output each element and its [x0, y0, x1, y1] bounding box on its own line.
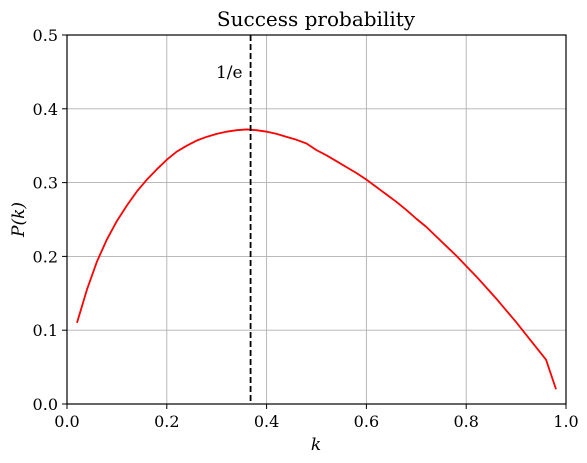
reference-line-layer: 1/e: [216, 35, 252, 404]
series-layer: [76, 128, 557, 390]
plot-frame: [66, 34, 567, 405]
x-tick-label: 0.4: [254, 412, 279, 431]
y-axis-label: P(k): [9, 202, 29, 238]
x-axis-label: k: [311, 435, 321, 455]
chart-title: Success probability: [217, 7, 416, 31]
x-tick-label: 0.2: [154, 412, 179, 431]
reference-line-label: 1/e: [216, 63, 243, 83]
x-tick-label: 0.6: [354, 412, 379, 431]
x-tick-label: 1.0: [553, 412, 578, 431]
y-tick-label: 0.3: [33, 174, 58, 193]
y-tick-label: 0.5: [33, 26, 58, 45]
y-tick-label: 0.2: [33, 247, 58, 266]
y-tick-label: 0.1: [33, 321, 58, 340]
axis-ticks: 0.0 0.2 0.4 0.6 0.8 1.0 0.0 0.1 0.2 0.3 0.4 0.5: [33, 26, 579, 431]
x-tick-label: 0.0: [54, 412, 79, 431]
y-tick-label: 0.4: [33, 100, 58, 119]
series-line: [76, 128, 557, 390]
grid-lines: [66, 34, 567, 405]
y-tick-label: 0.0: [33, 395, 58, 414]
x-tick-label: 0.8: [453, 412, 478, 431]
